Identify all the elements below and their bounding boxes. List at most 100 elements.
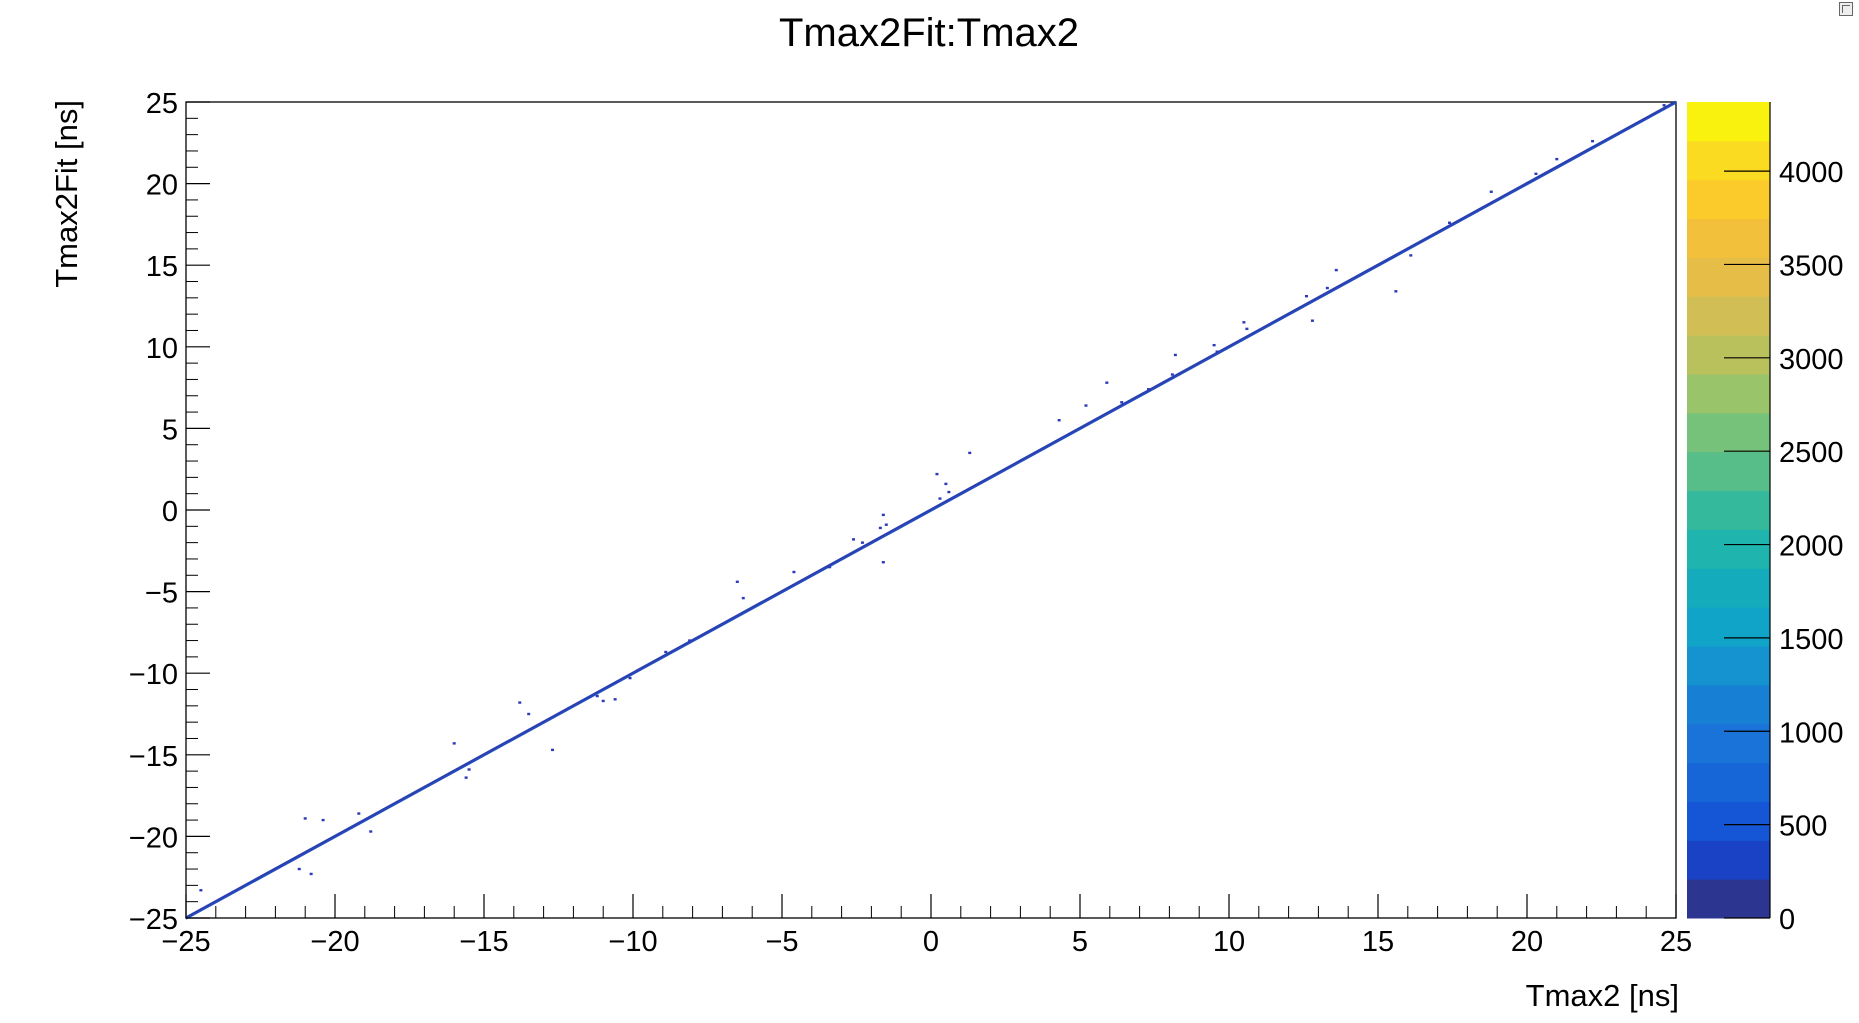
- outlier-bin: [828, 565, 832, 569]
- outlier-bin: [464, 776, 468, 779]
- palette-band: [1687, 879, 1770, 919]
- outlier-bin: [1242, 321, 1246, 324]
- palette-band: [1687, 568, 1770, 608]
- outlier-bin: [1173, 353, 1177, 357]
- outlier-bin: [297, 867, 301, 871]
- outlier-bin: [1310, 319, 1314, 322]
- outlier-bin: [1325, 286, 1329, 290]
- palette-tick-label: 2000: [1779, 531, 1844, 563]
- palette-tick-label: 1000: [1779, 717, 1844, 749]
- y-tick-label: −5: [145, 578, 178, 610]
- palette-tick-label: 0: [1779, 904, 1795, 936]
- outlier-bin: [944, 482, 948, 486]
- outlier-bin: [968, 451, 972, 455]
- palette-band: [1687, 335, 1770, 375]
- outlier-bin: [1489, 190, 1493, 193]
- outlier-bin: [1555, 157, 1559, 161]
- outlier-bin: [1212, 343, 1216, 347]
- palette-tick-label: 3500: [1779, 250, 1844, 282]
- palette-band: [1687, 296, 1770, 336]
- palette-band: [1687, 374, 1770, 414]
- x-axis: −25 −20 −15 −10 −5 0 5 10 15 20 25: [161, 894, 1692, 958]
- outlier-bin: [1662, 104, 1666, 107]
- outlier-bin: [551, 748, 555, 752]
- outlier-bin: [860, 541, 864, 544]
- outlier-bin: [1591, 139, 1595, 143]
- palette-band: [1687, 684, 1770, 725]
- x-tick-label: −10: [608, 926, 657, 958]
- x-tick-label: 15: [1362, 926, 1394, 958]
- diagonal-band-edge: [185, 102, 1677, 920]
- palette-band: [1687, 607, 1770, 647]
- outlier-bin: [1334, 268, 1338, 272]
- plot-area: [185, 100, 1677, 920]
- outlier-bin: [628, 676, 632, 680]
- outlier-bin: [741, 596, 745, 600]
- palette-band: [1687, 257, 1770, 297]
- outlier-bin: [664, 650, 668, 654]
- palette-band: [1687, 490, 1770, 530]
- palette-band: [1687, 646, 1770, 686]
- outlier-bin: [1409, 254, 1413, 257]
- x-tick-label: 25: [1660, 926, 1692, 958]
- canvas-menu-icon[interactable]: [1839, 2, 1853, 16]
- x-tick-label: 20: [1511, 926, 1543, 958]
- palette-tick-label: 2500: [1779, 437, 1844, 469]
- palette-band: [1687, 723, 1770, 764]
- outlier-bin: [1105, 381, 1109, 384]
- outlier-bin: [1120, 401, 1124, 404]
- x-tick-label: 0: [923, 926, 939, 958]
- x-tick-label: 10: [1213, 926, 1245, 958]
- outlier-bin: [881, 513, 885, 517]
- y-tick-label: 10: [146, 333, 178, 365]
- y-tick-label: −10: [129, 659, 178, 691]
- outlier-bin: [321, 818, 325, 822]
- y-axis-label: Tmax2Fit [ns]: [49, 100, 84, 288]
- outlier-bin: [688, 639, 692, 642]
- outlier-bin: [735, 580, 739, 584]
- y-tick-label: 5: [162, 414, 178, 446]
- palette-band: [1687, 218, 1770, 258]
- palette-band: [1687, 451, 1770, 492]
- outlier-bin: [792, 570, 796, 574]
- palette-band: [1687, 801, 1770, 841]
- palette-band: [1687, 840, 1770, 880]
- outlier-bin: [303, 817, 307, 820]
- outlier-bin: [309, 872, 313, 876]
- chart-title: Tmax2Fit:Tmax2: [779, 11, 1079, 55]
- outlier-bin: [1084, 404, 1088, 407]
- y-tick-label: 20: [146, 170, 178, 202]
- y-tick-label: 25: [146, 88, 178, 120]
- outlier-bin: [1170, 373, 1174, 376]
- outlier-bin: [881, 561, 885, 564]
- x-tick-label: −15: [459, 926, 508, 958]
- color-palette-axis: 0 500 1000 1500 2000 2500 3000 3500 4000: [1687, 102, 1844, 936]
- diagonal-band: [185, 100, 1677, 920]
- palette-tick-label: 4000: [1779, 157, 1844, 189]
- outlier-bin: [884, 523, 888, 526]
- palette-band: [1687, 762, 1770, 802]
- outlier-bin: [199, 889, 203, 892]
- outlier-bin: [613, 698, 617, 701]
- x-axis-label: Tmax2 [ns]: [1526, 978, 1679, 1013]
- outlier-bin: [1534, 172, 1538, 176]
- outlier-bin: [1215, 350, 1219, 353]
- x-tick-label: −25: [161, 926, 210, 958]
- palette-tick-label: 1500: [1779, 624, 1844, 656]
- x-tick-label: −5: [765, 926, 798, 958]
- palette-band: [1687, 102, 1770, 142]
- outlier-bin: [369, 830, 373, 833]
- outlier-bin: [935, 472, 939, 476]
- outlier-bin: [947, 490, 951, 494]
- y-tick-label: −15: [129, 741, 178, 773]
- outlier-bin: [467, 768, 471, 771]
- outlier-bin: [595, 694, 599, 698]
- outlier-bin: [1304, 295, 1308, 298]
- palette-tick-label: 500: [1779, 811, 1827, 843]
- y-axis: −25 −20 −15 −10 −5 0 5 10 15 20 25: [129, 88, 210, 936]
- outlier-bin: [1394, 290, 1398, 293]
- outlier-bin: [938, 497, 942, 500]
- x-tick-label: 5: [1072, 926, 1088, 958]
- outlier-bin: [1245, 327, 1249, 331]
- y-tick-label: −25: [129, 904, 178, 936]
